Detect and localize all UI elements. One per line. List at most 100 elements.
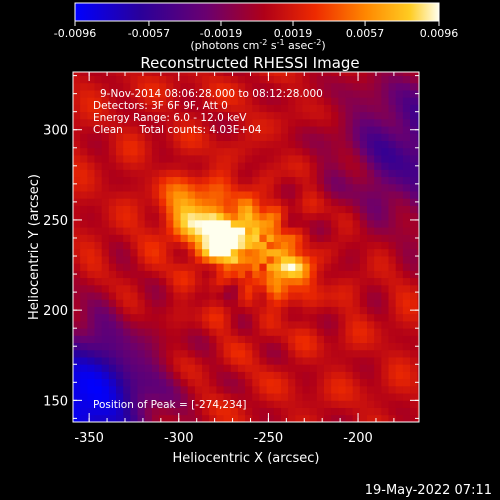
heatmap-cell bbox=[87, 90, 95, 98]
heatmap-cell bbox=[252, 75, 260, 84]
heatmap-cell bbox=[252, 126, 260, 134]
heatmap-cell bbox=[108, 284, 117, 293]
heatmap-cell bbox=[137, 90, 146, 98]
heatmap-cell bbox=[137, 400, 146, 408]
heatmap-cell bbox=[323, 212, 332, 221]
heatmap-cell bbox=[159, 118, 167, 127]
heatmap-cell bbox=[367, 335, 375, 344]
heatmap-cell bbox=[173, 335, 181, 344]
heatmap-cell bbox=[166, 212, 174, 221]
heatmap-cell bbox=[259, 414, 268, 422]
heatmap-cell bbox=[80, 234, 88, 242]
heatmap-cell bbox=[402, 162, 411, 170]
heatmap-cell bbox=[359, 162, 368, 170]
heatmap-cell bbox=[316, 169, 325, 178]
heatmap-cell bbox=[316, 191, 325, 199]
heatmap-cell bbox=[402, 241, 411, 250]
heatmap-cell bbox=[338, 284, 346, 293]
heatmap-cell bbox=[159, 400, 167, 408]
heatmap-cell bbox=[151, 205, 160, 214]
heatmap-cell bbox=[410, 407, 418, 416]
heatmap-cell bbox=[345, 349, 354, 358]
heatmap-cell bbox=[273, 111, 282, 120]
heatmap-cell bbox=[338, 147, 346, 156]
heatmap-cell bbox=[388, 299, 397, 307]
heatmap-cell bbox=[295, 140, 303, 149]
heatmap-cell bbox=[166, 241, 174, 250]
heatmap-cell bbox=[194, 140, 203, 149]
heatmap-cell bbox=[123, 176, 131, 185]
heatmap-cell bbox=[302, 292, 311, 300]
heatmap-cell bbox=[395, 140, 404, 149]
heatmap-cell bbox=[323, 357, 332, 365]
heatmap-cell bbox=[388, 320, 397, 329]
heatmap-cell bbox=[323, 227, 332, 235]
heatmap-cell bbox=[359, 349, 368, 358]
heatmap-cell bbox=[173, 205, 181, 214]
heatmap-cell bbox=[216, 277, 224, 286]
heatmap-cell bbox=[273, 342, 282, 351]
heatmap-cell bbox=[338, 241, 346, 250]
heatmap-cell bbox=[159, 154, 167, 163]
heatmap-cell bbox=[123, 126, 131, 134]
heatmap-cell bbox=[352, 140, 361, 149]
heatmap-cell bbox=[116, 378, 124, 387]
heatmap-cell bbox=[87, 118, 95, 127]
heatmap-cell bbox=[388, 205, 397, 214]
y-tick-label: 250 bbox=[43, 214, 68, 229]
heatmap-cell bbox=[345, 140, 354, 149]
heatmap-cell bbox=[410, 169, 418, 178]
heatmap-cell bbox=[101, 205, 110, 214]
heatmap-cell bbox=[410, 364, 418, 372]
heatmap-cell bbox=[230, 72, 239, 77]
heatmap-cell bbox=[245, 126, 253, 134]
heatmap-cell bbox=[230, 335, 239, 344]
heatmap-cell bbox=[237, 111, 246, 120]
heatmap-cell bbox=[288, 75, 296, 84]
heatmap-cell bbox=[80, 357, 88, 365]
y-tick-label: 200 bbox=[43, 304, 68, 319]
heatmap-cell bbox=[166, 176, 174, 185]
heatmap-cell bbox=[223, 104, 232, 113]
heatmap-cell bbox=[331, 227, 339, 235]
heatmap-cell bbox=[388, 147, 397, 156]
heatmap-cell bbox=[101, 349, 110, 358]
heatmap-cell bbox=[410, 147, 418, 156]
heatmap-cell bbox=[94, 227, 103, 235]
heatmap-cell bbox=[417, 284, 419, 293]
heatmap-cell bbox=[187, 147, 196, 156]
heatmap-cell bbox=[288, 104, 296, 113]
heatmap-cell bbox=[381, 191, 389, 199]
colorbar-tick-labels: -0.0096 -0.0057 -0.0019 0.0019 0.0057 0.0096 bbox=[54, 27, 458, 40]
heatmap-cell bbox=[381, 306, 389, 315]
heatmap-cell bbox=[323, 97, 332, 105]
heatmap-cell bbox=[166, 154, 174, 163]
heatmap-cell bbox=[302, 256, 311, 264]
heatmap-cell bbox=[309, 270, 318, 279]
heatmap-cell bbox=[417, 219, 419, 228]
heatmap-cell bbox=[144, 154, 153, 163]
heatmap-cell bbox=[417, 299, 419, 307]
heatmap-cell bbox=[223, 299, 232, 307]
heatmap-cell bbox=[259, 357, 268, 365]
heatmap-cell bbox=[288, 349, 296, 358]
heatmap-cell bbox=[144, 219, 153, 228]
heatmap-cell bbox=[101, 169, 110, 178]
heatmap-cell bbox=[402, 219, 411, 228]
heatmap-cell bbox=[381, 90, 389, 98]
heatmap-cell bbox=[395, 169, 404, 178]
heatmap-cell bbox=[87, 147, 95, 156]
heatmap-cell bbox=[73, 335, 81, 344]
heatmap-cell bbox=[374, 364, 382, 372]
heatmap-cell bbox=[144, 371, 153, 380]
heatmap-cell bbox=[316, 248, 325, 257]
heatmap-cell bbox=[223, 234, 232, 242]
heatmap-cell bbox=[410, 277, 418, 286]
heatmap-cell bbox=[280, 72, 289, 77]
heatmap-cell bbox=[367, 414, 375, 422]
heatmap-cell bbox=[237, 364, 246, 372]
heatmap-cell bbox=[123, 349, 131, 358]
heatmap-cell bbox=[108, 126, 117, 134]
heatmap-cell bbox=[130, 219, 138, 228]
heatmap-cell bbox=[94, 162, 103, 170]
